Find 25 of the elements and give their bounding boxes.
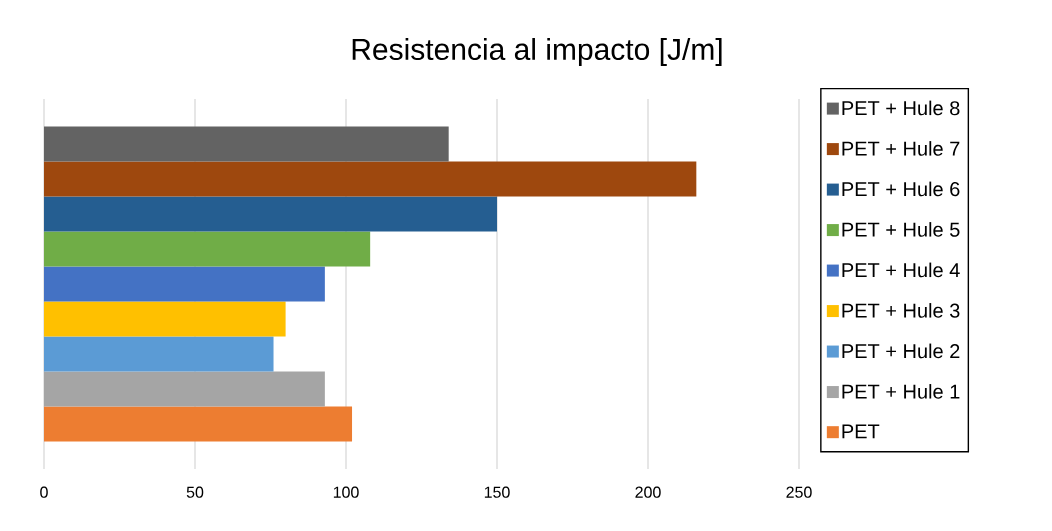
legend-label: PET + Hule 6 bbox=[842, 181, 960, 197]
x-tick-label: 50 bbox=[186, 486, 204, 498]
legend-label: PET + Hule 3 bbox=[842, 303, 960, 318]
x-tick-label: 100 bbox=[333, 486, 359, 498]
bar bbox=[44, 336, 274, 372]
x-tick-label: 150 bbox=[484, 486, 510, 498]
legend-label: PET + Hule 5 bbox=[842, 222, 960, 237]
bar bbox=[44, 126, 449, 162]
legend-label: PET + Hule 1 bbox=[842, 384, 960, 399]
bar bbox=[44, 161, 697, 197]
bar bbox=[44, 406, 353, 442]
bar bbox=[44, 371, 325, 407]
legend-label: PET + Hule 2 bbox=[842, 343, 960, 359]
legend-label: PET bbox=[842, 424, 880, 439]
bar bbox=[44, 301, 286, 337]
legend-label: PET + Hule 8 bbox=[842, 100, 960, 116]
x-tick-label: 200 bbox=[635, 486, 661, 498]
bar bbox=[44, 266, 325, 302]
chart-title: Resistencia al impacto [J/m] bbox=[352, 38, 722, 66]
x-tick-label: 250 bbox=[786, 486, 812, 498]
legend-label: PET + Hule 7 bbox=[842, 141, 960, 156]
legend-label: PET + Hule 4 bbox=[842, 262, 960, 278]
bar bbox=[44, 196, 498, 232]
x-tick-label: 0 bbox=[40, 486, 48, 498]
bar bbox=[44, 231, 371, 267]
